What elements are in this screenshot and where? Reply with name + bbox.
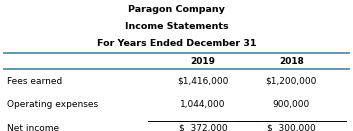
Text: Fees earned: Fees earned — [7, 77, 62, 86]
Text: Net income: Net income — [7, 124, 59, 131]
Text: 900,000: 900,000 — [273, 100, 310, 109]
Text: $  300,000: $ 300,000 — [267, 124, 316, 131]
Text: $1,416,000: $1,416,000 — [177, 77, 229, 86]
Text: Paragon Company: Paragon Company — [128, 5, 225, 14]
Text: Operating expenses: Operating expenses — [7, 100, 98, 109]
Text: 2019: 2019 — [191, 57, 215, 66]
Text: 1,044,000: 1,044,000 — [180, 100, 226, 109]
Text: 2018: 2018 — [279, 57, 304, 66]
Text: For Years Ended December 31: For Years Ended December 31 — [97, 39, 256, 48]
Text: Income Statements: Income Statements — [125, 22, 228, 31]
Text: $  372,000: $ 372,000 — [179, 124, 227, 131]
Text: $1,200,000: $1,200,000 — [265, 77, 317, 86]
